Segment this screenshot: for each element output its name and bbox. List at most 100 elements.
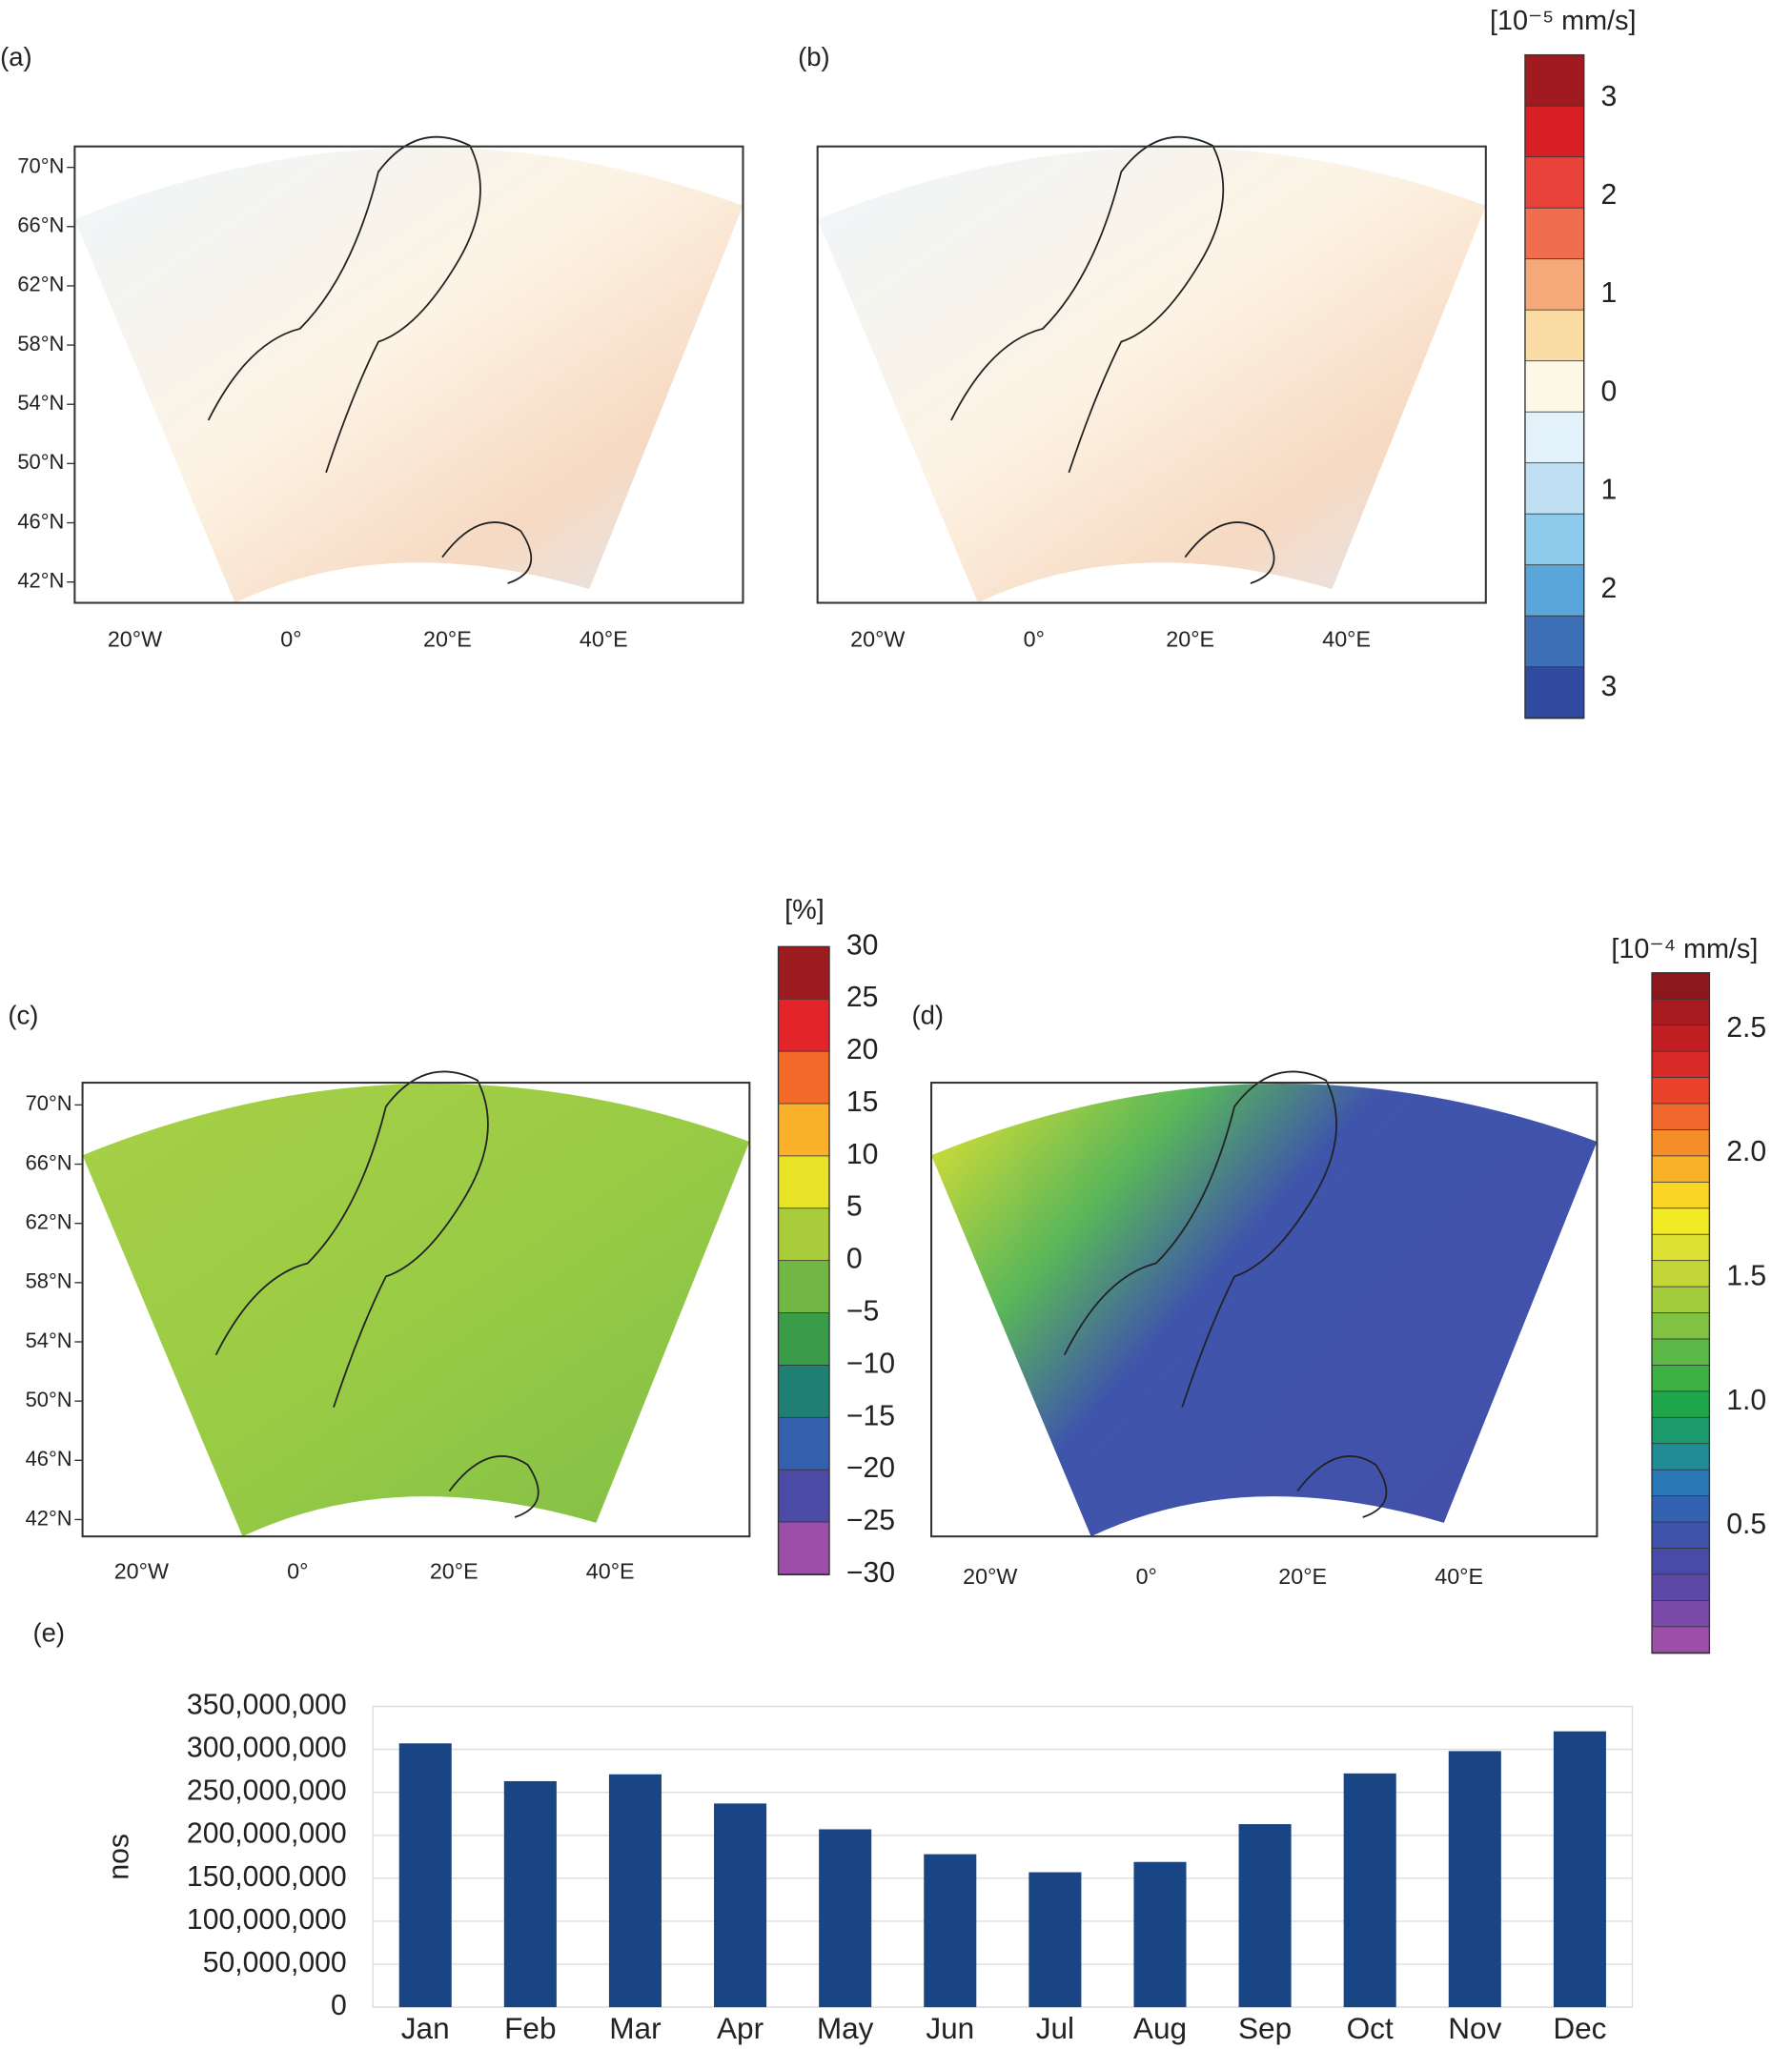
colorbar-label: −30 (846, 1557, 895, 1589)
lon-label: 40°E (580, 626, 628, 651)
colorbar-segment (1524, 411, 1585, 464)
colorbar-label: −25 (846, 1505, 895, 1536)
colorbar-segment (778, 1416, 830, 1471)
colorbar-segment (1524, 462, 1585, 516)
colorbar-unit: [10⁻⁵ mm/s] (1490, 6, 1637, 36)
colorbar-unit: [10⁻⁴ mm/s] (1611, 934, 1758, 964)
x-tick-label: Mar (609, 2011, 661, 2045)
colorbar-frame (1524, 53, 1585, 719)
colorbar-label: −20 (846, 1452, 895, 1484)
colorbar-segment (1651, 1548, 1710, 1576)
x-tick-label: Jan (401, 2011, 450, 2045)
colorbar-segment (778, 1365, 830, 1419)
lat-label: 50°N (26, 1388, 72, 1411)
lat-label: 66°N (17, 213, 64, 237)
lon-label: 0° (280, 626, 301, 651)
lat-label: 62°N (26, 1209, 72, 1233)
bar (819, 1829, 872, 2008)
colorbar-segment (1524, 666, 1585, 720)
map-frame (81, 1082, 751, 1538)
colorbar-segment (1524, 54, 1585, 108)
colorbar-label: 25 (846, 982, 879, 1013)
colorbar-segment (778, 1207, 830, 1262)
bar (1448, 1751, 1501, 2008)
coastline (214, 1070, 540, 1518)
colorbar-unit: [%] (784, 895, 825, 925)
colorbar-label: 15 (846, 1086, 879, 1118)
colorbar-segment (1524, 156, 1585, 210)
colorbar-segment (778, 945, 830, 1001)
map-domain (82, 1084, 750, 1537)
x-tick-label: Aug (1133, 2011, 1187, 2045)
colorbar-segment (1651, 1260, 1710, 1288)
colorbar-label: −5 (846, 1296, 879, 1328)
lat-label: 54°N (26, 1329, 72, 1352)
colorbar-frame (777, 945, 830, 1575)
x-tick-label: Dec (1553, 2011, 1606, 2045)
y-tick-label: 150,000,000 (187, 1861, 347, 1893)
bar (503, 1780, 557, 2008)
colorbar-label: 3 (1601, 671, 1618, 702)
colorbar-label: 3 (1601, 81, 1618, 112)
lat-label: 46°N (26, 1447, 72, 1471)
colorbar-segment (1524, 207, 1585, 260)
lon-label: 20°E (1166, 626, 1214, 651)
colorbar-label: 2.5 (1726, 1012, 1766, 1044)
bar (1343, 1773, 1396, 2008)
colorbar-segment (1524, 360, 1585, 414)
colorbar-segment (1524, 258, 1585, 312)
colorbar-segment (1651, 1312, 1710, 1341)
map-domain (74, 147, 743, 603)
x-tick-label: Jun (926, 2011, 974, 2045)
colorbar-label: 1 (1601, 475, 1618, 506)
colorbar-segment (1651, 1599, 1710, 1628)
colorbar-label: 1.5 (1726, 1260, 1766, 1291)
x-tick-label: Apr (717, 2011, 764, 2045)
colorbar-segment (1651, 1416, 1710, 1445)
colorbar-segment (1651, 1443, 1710, 1471)
colorbar-segment (1651, 1181, 1710, 1209)
colorbar-segment (1651, 1626, 1710, 1654)
colorbar-segment (1651, 1155, 1710, 1184)
colorbar-segment (1651, 1207, 1710, 1236)
colorbar-segment (778, 1260, 830, 1314)
colorbar-segment (1651, 1469, 1710, 1497)
colorbar-label: 2 (1601, 179, 1618, 211)
bar (608, 1774, 662, 2008)
panel-label: (c) (8, 1001, 38, 1030)
colorbar-label: 10 (846, 1139, 879, 1170)
colorbar-segment (1524, 564, 1585, 618)
bar (1553, 1731, 1606, 2008)
colorbar-segment (1651, 1495, 1710, 1524)
colorbar-label: 1.0 (1726, 1385, 1766, 1416)
bar (1238, 1824, 1292, 2008)
panel-label: (a) (0, 42, 32, 71)
colorbar-segment (1524, 615, 1585, 668)
colorbar-label: 2.0 (1726, 1136, 1766, 1167)
colorbar-segment (1651, 1050, 1710, 1079)
x-tick-label: Sep (1238, 2011, 1292, 2045)
lat-label: 62°N (17, 273, 64, 296)
colorbar-segment (1651, 1103, 1710, 1131)
colorbar-segment (1651, 1573, 1710, 1602)
bar (1133, 1861, 1187, 2008)
lon-label: 0° (1024, 626, 1045, 651)
colorbar-label: 0 (1601, 375, 1618, 407)
lon-label: 40°E (1435, 1564, 1483, 1589)
colorbar-label: 2 (1601, 573, 1618, 604)
y-tick-label: 50,000,000 (203, 1947, 347, 1978)
lat-label: 46°N (17, 509, 64, 533)
colorbar-label: 20 (846, 1034, 879, 1065)
lon-label: 20°W (108, 626, 162, 651)
bar (924, 1854, 977, 2008)
colorbar-segment (1651, 1390, 1710, 1419)
lon-label: 20°W (850, 626, 905, 651)
panel-label: (b) (798, 42, 830, 71)
lon-label: 40°E (1322, 626, 1371, 651)
colorbar-segment (778, 1155, 830, 1209)
colorbar-frame (1651, 972, 1711, 1653)
bar (714, 1803, 767, 2008)
lon-label: 0° (287, 1559, 308, 1584)
map-domain (931, 1084, 1598, 1537)
